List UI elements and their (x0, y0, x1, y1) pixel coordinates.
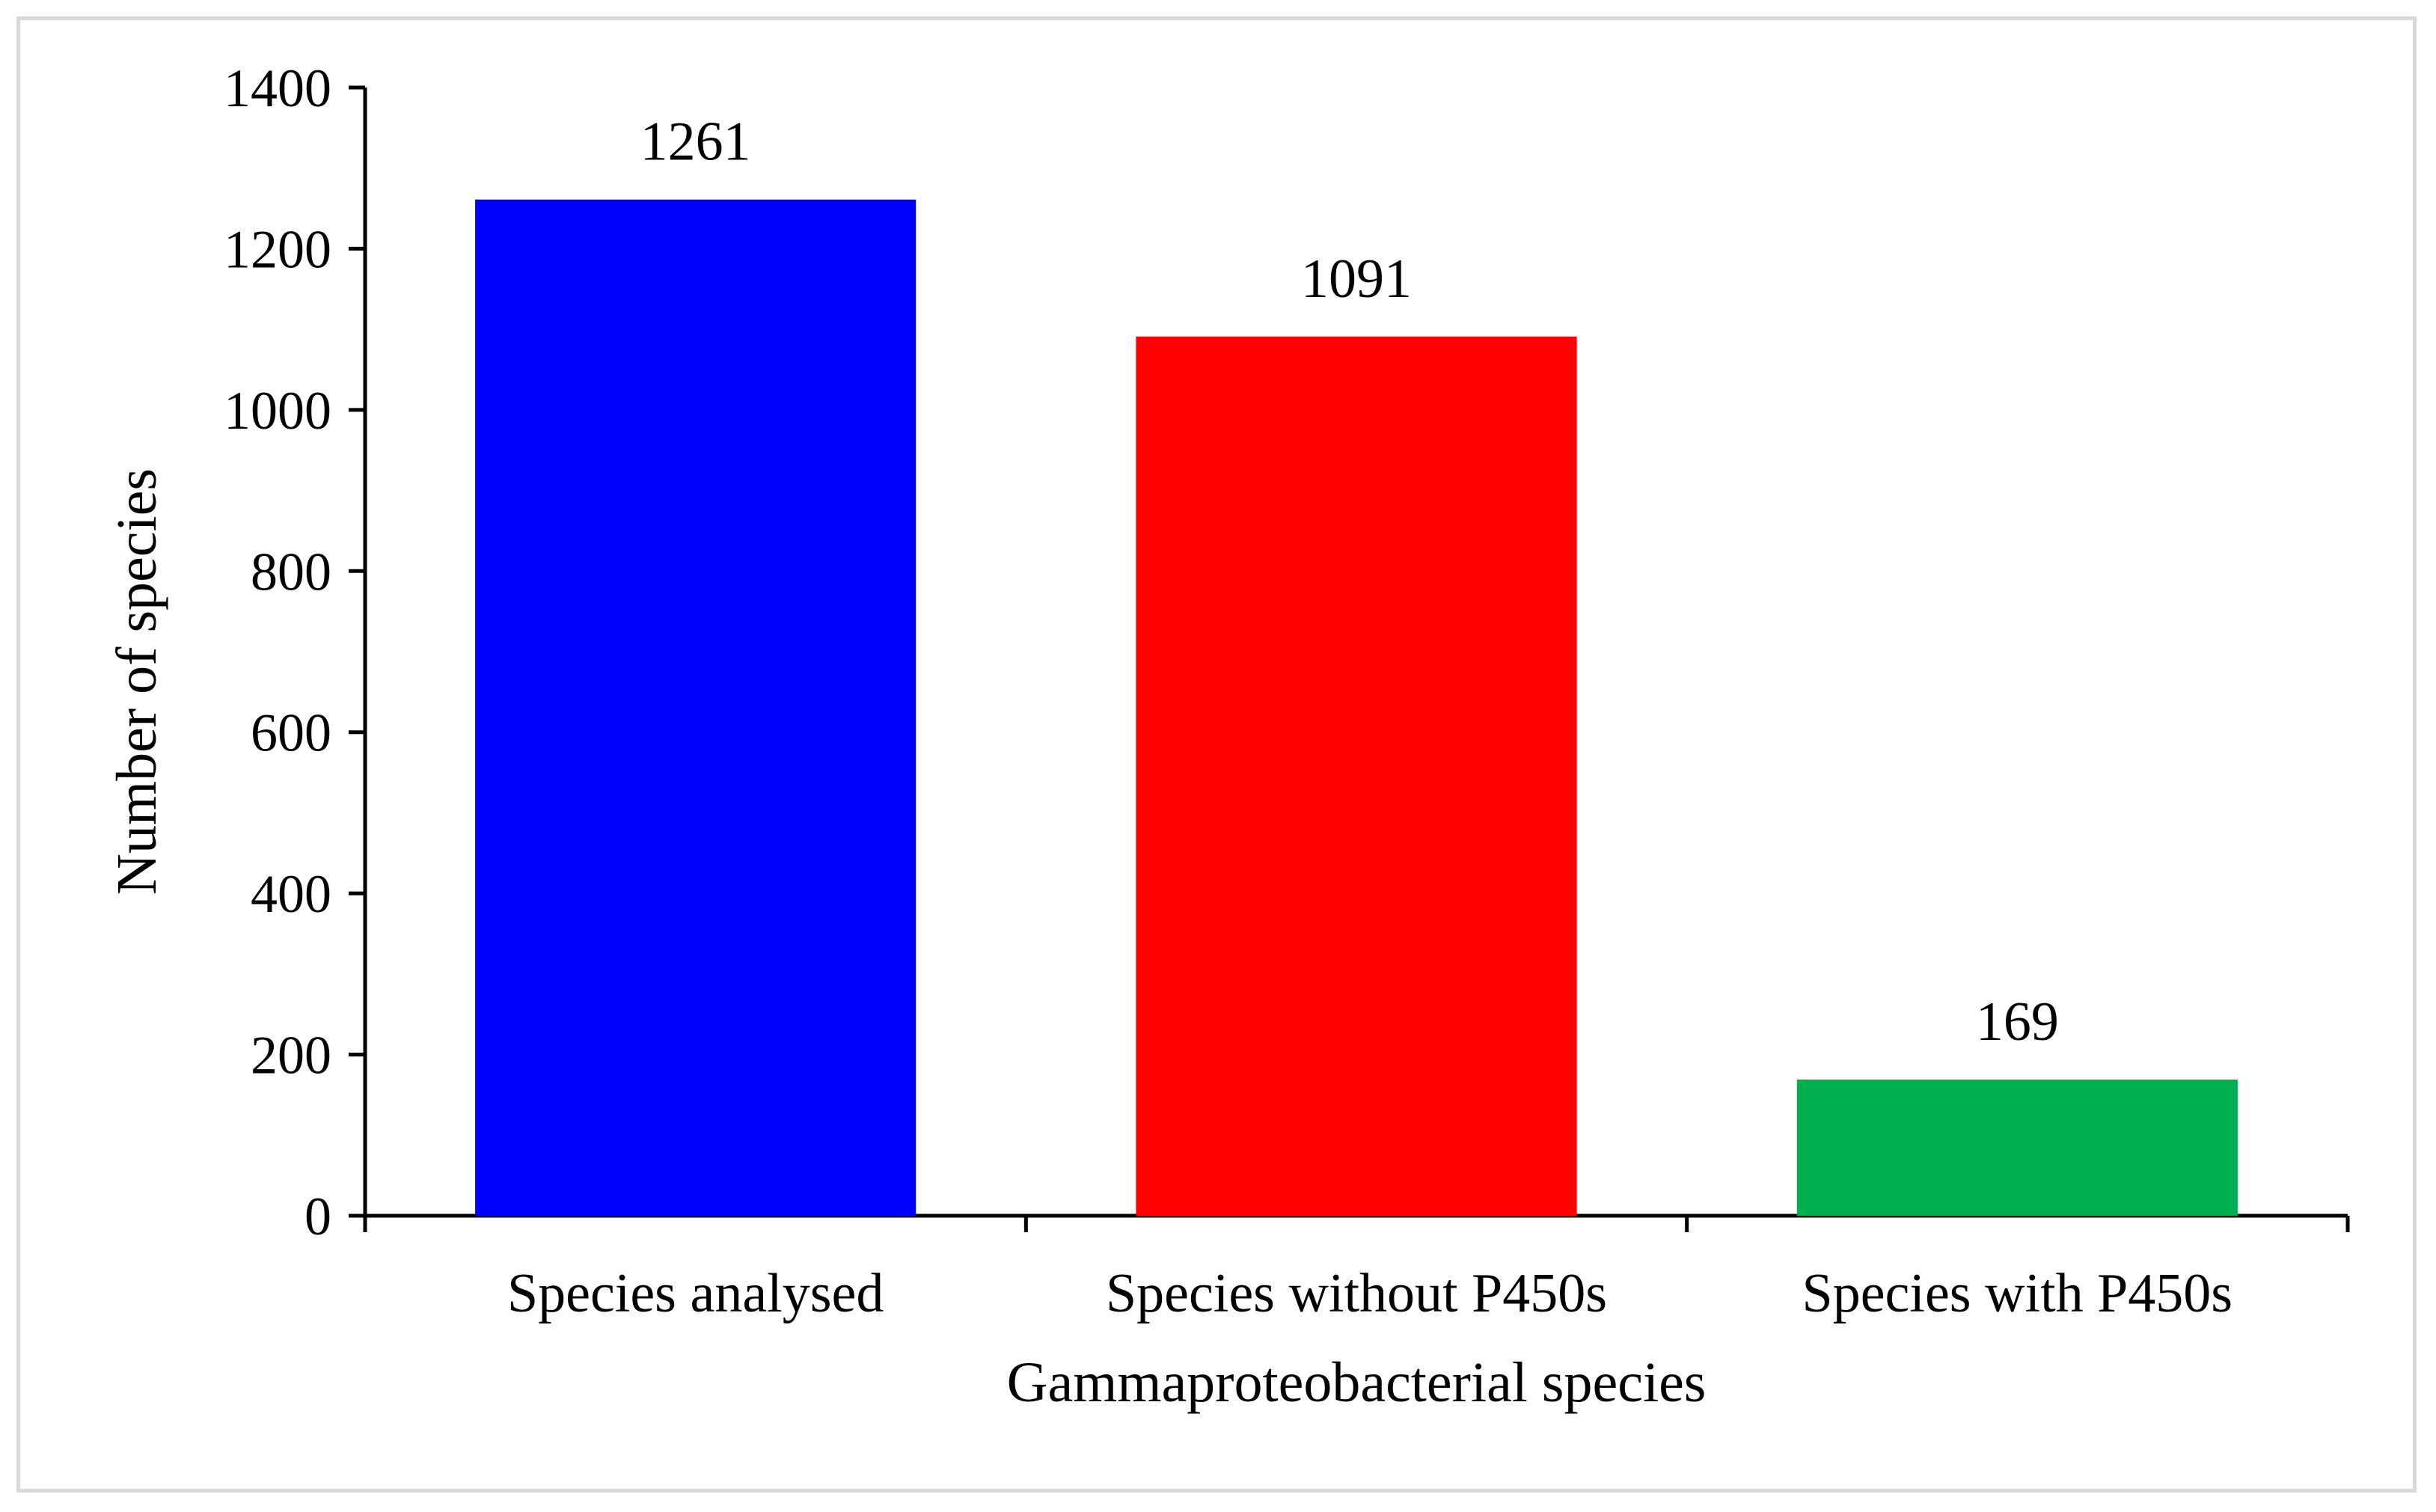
x-axis: Species analysed Species without P450s Spe… (363, 1213, 2350, 1324)
y-tick-label: 1000 (224, 381, 331, 441)
data-label: 1091 (1301, 248, 1412, 310)
y-tick-label: 1200 (224, 219, 331, 279)
bar (475, 199, 916, 1216)
data-label: 1261 (640, 111, 751, 173)
x-category-label: Species without P450s (1106, 1263, 1607, 1324)
y-tick-label: 200 (251, 1026, 331, 1086)
x-category-label: Species analysed (507, 1263, 884, 1324)
x-category-label: Species with P450s (1802, 1263, 2233, 1324)
y-tick-label: 400 (251, 864, 331, 924)
y-tick-label: 800 (251, 542, 331, 602)
data-labels: 1261 1091 169 (640, 111, 2059, 1053)
bar (1136, 336, 1577, 1216)
bar (1796, 1079, 2238, 1216)
bars (475, 199, 2238, 1216)
x-axis-title: Gammaproteobacterial species (1007, 1351, 1707, 1414)
y-axis: 0 200 400 600 800 1000 1200 1400 (224, 58, 367, 1246)
y-tick-label: 600 (251, 703, 331, 763)
y-axis-title: Number of species (105, 468, 168, 895)
y-tick-label: 0 (304, 1187, 331, 1246)
data-label: 169 (1976, 991, 2059, 1053)
y-tick-label: 1400 (224, 58, 331, 118)
